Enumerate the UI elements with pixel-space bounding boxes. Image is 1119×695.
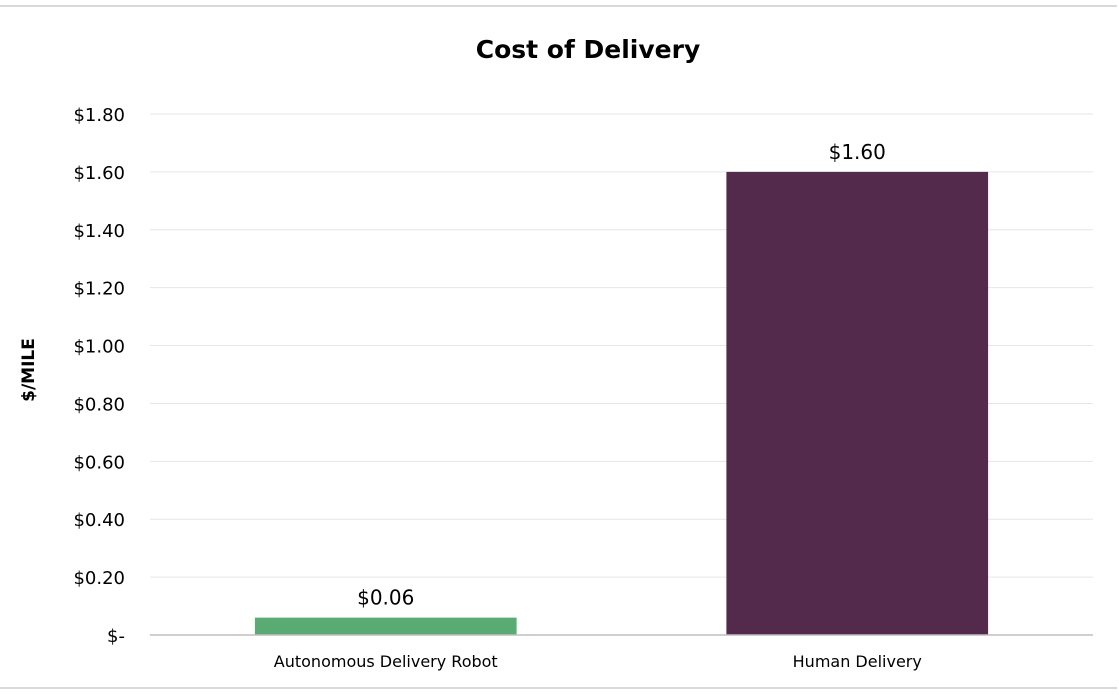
bars [254,171,989,635]
chart-title: Cost of Delivery [476,35,701,64]
y-tick-label: $0.80 [73,394,125,415]
chart-frame [0,5,1117,689]
category-label: Human Delivery [793,652,922,671]
y-tick-label: $1.00 [73,337,125,358]
y-tick-labels: $- $0.20 $0.40 $0.60 $0.80 $1.00 $1.20 $1.40 $1.… [73,105,125,647]
data-labels: $0.06 $1.60 [357,140,886,610]
data-label: $0.06 [357,586,414,610]
y-tick-label: $1.40 [73,221,125,242]
y-axis-label: $/MILE [19,338,39,402]
category-labels: Autonomous Delivery Robot Human Delivery [274,652,922,671]
y-tick-label: $1.80 [73,105,125,126]
category-label: Autonomous Delivery Robot [274,652,498,671]
bar [726,171,989,635]
y-tick-label: $0.40 [73,510,125,531]
bar [254,617,517,635]
y-tick-label: $0.20 [73,568,125,589]
y-tick-label: $1.20 [73,279,125,300]
y-tick-label: $- [107,626,125,647]
data-label: $1.60 [829,140,886,164]
y-tick-label: $1.60 [73,163,125,184]
y-tick-label: $0.60 [73,452,125,473]
